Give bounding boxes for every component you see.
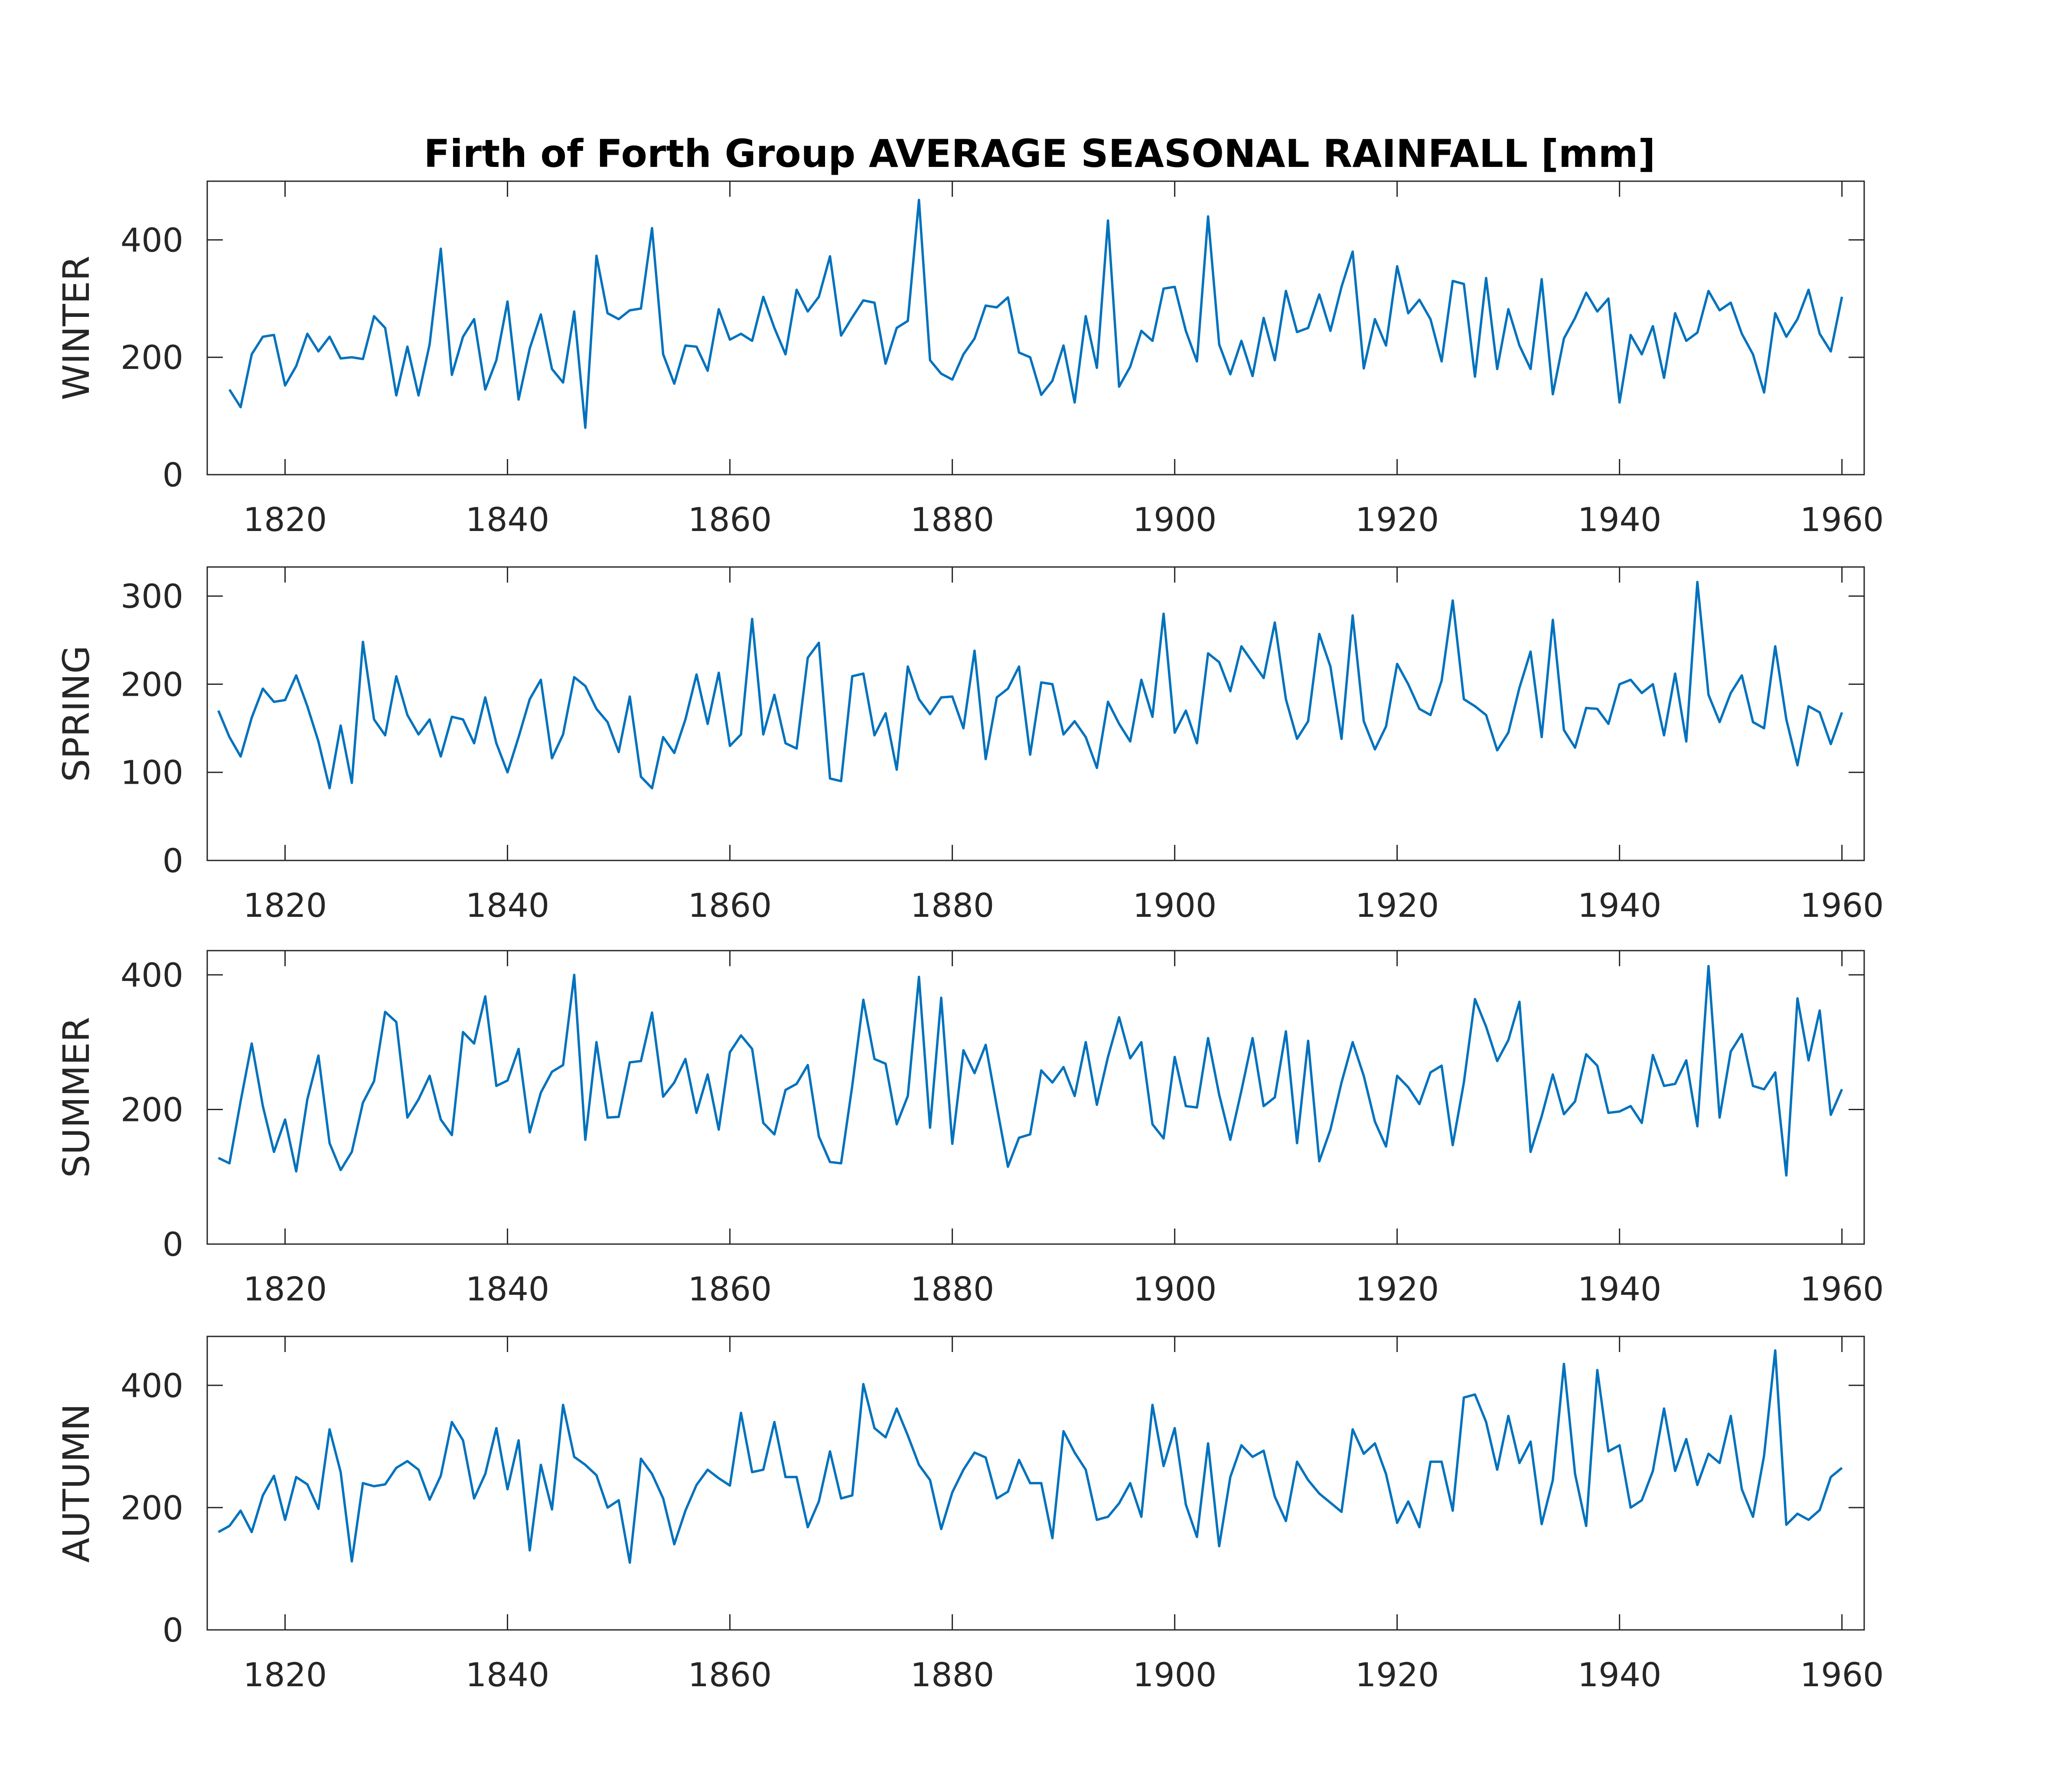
y-axis-label-winter: WINTER (55, 256, 98, 400)
x-tick-label-spring: 1940 (1578, 886, 1661, 925)
series-line-spring (217, 580, 1843, 790)
y-tick-label-winter: 200 (121, 338, 183, 377)
x-tick-label-winter: 1840 (466, 500, 549, 539)
x-tick-label-spring: 1820 (243, 886, 327, 925)
x-tick-label-winter: 1860 (688, 500, 772, 539)
x-tick-label-summer: 1940 (1578, 1270, 1661, 1308)
y-tick-label-autumn: 400 (121, 1366, 183, 1405)
x-tick-label-summer: 1960 (1800, 1270, 1884, 1308)
x-tick-label-winter: 1960 (1800, 500, 1884, 539)
x-tick-label-spring: 1860 (688, 886, 772, 925)
x-tick-label-autumn: 1860 (688, 1655, 772, 1694)
x-tick-label-autumn: 1960 (1800, 1655, 1884, 1694)
x-tick-label-summer: 1840 (466, 1270, 549, 1308)
x-tick-label-spring: 1960 (1800, 886, 1884, 925)
axes-box-spring (206, 566, 1865, 861)
y-tick-label-spring: 0 (163, 841, 183, 880)
series-line-autumn (218, 1349, 1843, 1564)
x-tick-label-winter: 1920 (1355, 500, 1439, 539)
y-tick-label-autumn: 0 (163, 1611, 183, 1649)
x-tick-label-winter: 1900 (1133, 500, 1216, 539)
axes-box-autumn (206, 1336, 1865, 1631)
x-tick-label-autumn: 1920 (1355, 1655, 1439, 1694)
y-tick-label-summer: 200 (121, 1090, 183, 1129)
y-tick-label-summer: 0 (163, 1225, 183, 1264)
x-tick-label-winter: 1880 (910, 500, 994, 539)
panel-spring: 1820 1840 1860 1880 1900 1920 1940 1960 0 100 200 3… (55, 566, 1884, 925)
y-axis-label-autumn: AUTUMN (55, 1404, 98, 1563)
axes-box-winter (206, 180, 1865, 476)
series-line-summer (218, 964, 1843, 1177)
x-tick-label-winter: 1940 (1578, 500, 1661, 539)
x-tick-label-spring: 1920 (1355, 886, 1439, 925)
x-tick-label-autumn: 1940 (1578, 1655, 1661, 1694)
x-tick-label-autumn: 1820 (243, 1655, 327, 1694)
y-tick-label-summer: 400 (121, 956, 183, 994)
x-tick-label-spring: 1900 (1133, 886, 1216, 925)
x-tick-label-autumn: 1840 (466, 1655, 549, 1694)
x-tick-label-summer: 1900 (1133, 1270, 1216, 1308)
series-line-winter (228, 199, 1843, 429)
panel-summer: 1820 1840 1860 1880 1900 1920 1940 1960 0 200 400 S… (55, 950, 1884, 1308)
x-tick-label-winter: 1820 (243, 500, 327, 539)
x-tick-label-summer: 1860 (688, 1270, 772, 1308)
y-tick-label-autumn: 200 (121, 1489, 183, 1527)
y-tick-label-spring: 300 (121, 577, 183, 616)
axes-box-summer (206, 950, 1865, 1245)
y-tick-label-spring: 200 (121, 665, 183, 704)
x-tick-label-spring: 1840 (466, 886, 549, 925)
panel-winter: 1820 1840 1860 1880 1900 1920 1940 1960 0 200 400 W… (55, 180, 1884, 539)
x-tick-label-summer: 1880 (910, 1270, 994, 1308)
panel-autumn: 1820 1840 1860 1880 1900 1920 1940 1960 0 200 400 A… (55, 1336, 1884, 1694)
x-tick-label-autumn: 1880 (910, 1655, 994, 1694)
x-tick-label-autumn: 1900 (1133, 1655, 1216, 1694)
y-tick-label-winter: 400 (121, 221, 183, 259)
chart-title: Firth of Forth Group AVERAGE SEASONAL RA… (424, 131, 1656, 176)
x-tick-label-summer: 1820 (243, 1270, 327, 1308)
y-tick-label-winter: 0 (163, 456, 183, 494)
y-tick-label-spring: 100 (121, 753, 183, 792)
x-tick-label-summer: 1920 (1355, 1270, 1439, 1308)
y-axis-label-spring: SPRING (55, 645, 98, 782)
y-axis-label-summer: SUMMER (55, 1017, 98, 1178)
x-tick-label-spring: 1880 (910, 886, 994, 925)
